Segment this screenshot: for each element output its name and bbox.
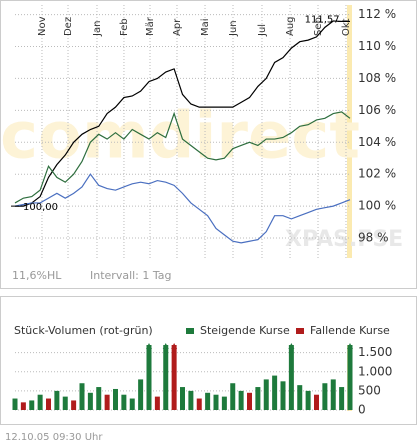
legend-label: Fallende Kurse — [310, 324, 390, 337]
y-tick-label: 104 % — [358, 135, 396, 149]
overflow-arrow — [347, 343, 353, 349]
current-band — [347, 5, 352, 258]
y-tick-label: 112 % — [358, 7, 396, 21]
x-tick-label: Jul — [257, 24, 268, 37]
volume-bar — [20, 402, 26, 410]
x-tick-label: Okt — [341, 18, 352, 36]
volume-bar — [146, 345, 152, 410]
interval-info: Intervall: 1 Tag — [90, 269, 172, 282]
volume-bar — [113, 388, 118, 410]
volume-bar — [62, 396, 68, 410]
volume-bar — [46, 398, 51, 410]
volume-bar — [104, 394, 110, 410]
volume-bar — [79, 383, 85, 410]
volume-bar — [163, 345, 169, 410]
volume-bar — [205, 392, 211, 410]
volume-bar — [71, 400, 77, 410]
x-tick-label: Jan — [92, 21, 103, 37]
y-tick-label: 1.500 — [358, 345, 392, 359]
volume-bar — [347, 345, 353, 410]
x-tick-label: Dez — [63, 17, 74, 36]
y-tick-label: 500 — [358, 383, 381, 397]
price-line — [14, 173, 351, 244]
x-tick-label: Jun — [228, 20, 239, 37]
volume-bar — [297, 385, 303, 410]
volume-bar — [129, 398, 135, 410]
volume-bar — [238, 390, 244, 410]
x-tick-label: Nov — [37, 16, 48, 36]
volume-bar — [87, 392, 93, 410]
volume-bar — [263, 379, 269, 410]
overflow-arrow — [171, 343, 178, 349]
volume-bar — [322, 383, 328, 410]
volume-bar — [213, 394, 219, 410]
volume-bar — [171, 345, 177, 410]
y-tick-label: 102 % — [358, 167, 396, 181]
y-tick-label: 98 % — [358, 231, 389, 245]
volume-bar — [221, 396, 227, 410]
price-line — [14, 111, 351, 204]
symbol-watermark: XPAS.FSE — [285, 227, 403, 252]
x-tick-label: Sep — [313, 17, 324, 36]
volume-bar — [154, 396, 160, 410]
x-tick-label: Apr — [172, 18, 183, 36]
x-tick-label: Mai — [200, 18, 211, 36]
x-tick-label: Mär — [145, 16, 156, 36]
overflow-arrow — [288, 343, 295, 349]
price-line — [15, 20, 350, 207]
volume-bar — [37, 394, 43, 410]
y-tick-label: 1.000 — [358, 364, 392, 378]
volume-bar — [121, 394, 127, 410]
y-tick-label: 100 % — [358, 199, 396, 213]
annotation: 111,57 — [305, 14, 340, 25]
legend-label: Steigende Kurse — [200, 324, 290, 337]
y-tick-label: 0 — [358, 403, 366, 417]
volume-bar — [314, 394, 319, 410]
volume-bar — [12, 398, 18, 410]
volume-bar — [272, 375, 278, 410]
volume-bar — [96, 387, 102, 410]
volume-bar — [330, 379, 336, 410]
volume-title: Stück-Volumen (rot-grün) — [14, 324, 153, 337]
footer: 12.10.05 09:30 Uhr — [5, 432, 103, 443]
x-tick-label: Feb — [119, 18, 130, 36]
y-tick-label: 106 % — [358, 103, 396, 117]
x-tick-label: Aug — [285, 16, 296, 36]
range-info: 11,6%HL — [12, 269, 62, 282]
volume-bar — [54, 390, 60, 410]
volume-bar — [288, 345, 294, 410]
overflow-arrow — [162, 343, 169, 349]
volume-bar — [255, 387, 261, 410]
volume-bar — [339, 387, 345, 410]
legend-swatch — [296, 328, 304, 334]
volume-bar — [29, 400, 35, 410]
y-tick-label: 110 % — [358, 39, 396, 53]
volume-bar — [180, 387, 185, 410]
volume-bar — [188, 390, 194, 410]
legend-swatch — [186, 328, 194, 334]
volume-bar — [196, 398, 202, 410]
volume-bar — [230, 383, 236, 410]
volume-bar — [247, 392, 252, 410]
y-tick-label: 108 % — [358, 71, 396, 85]
volume-bar — [305, 390, 311, 410]
overflow-arrow — [146, 343, 152, 349]
annotation: 100,00 — [23, 202, 58, 213]
volume-bar — [280, 381, 286, 410]
volume-bar — [138, 379, 144, 410]
